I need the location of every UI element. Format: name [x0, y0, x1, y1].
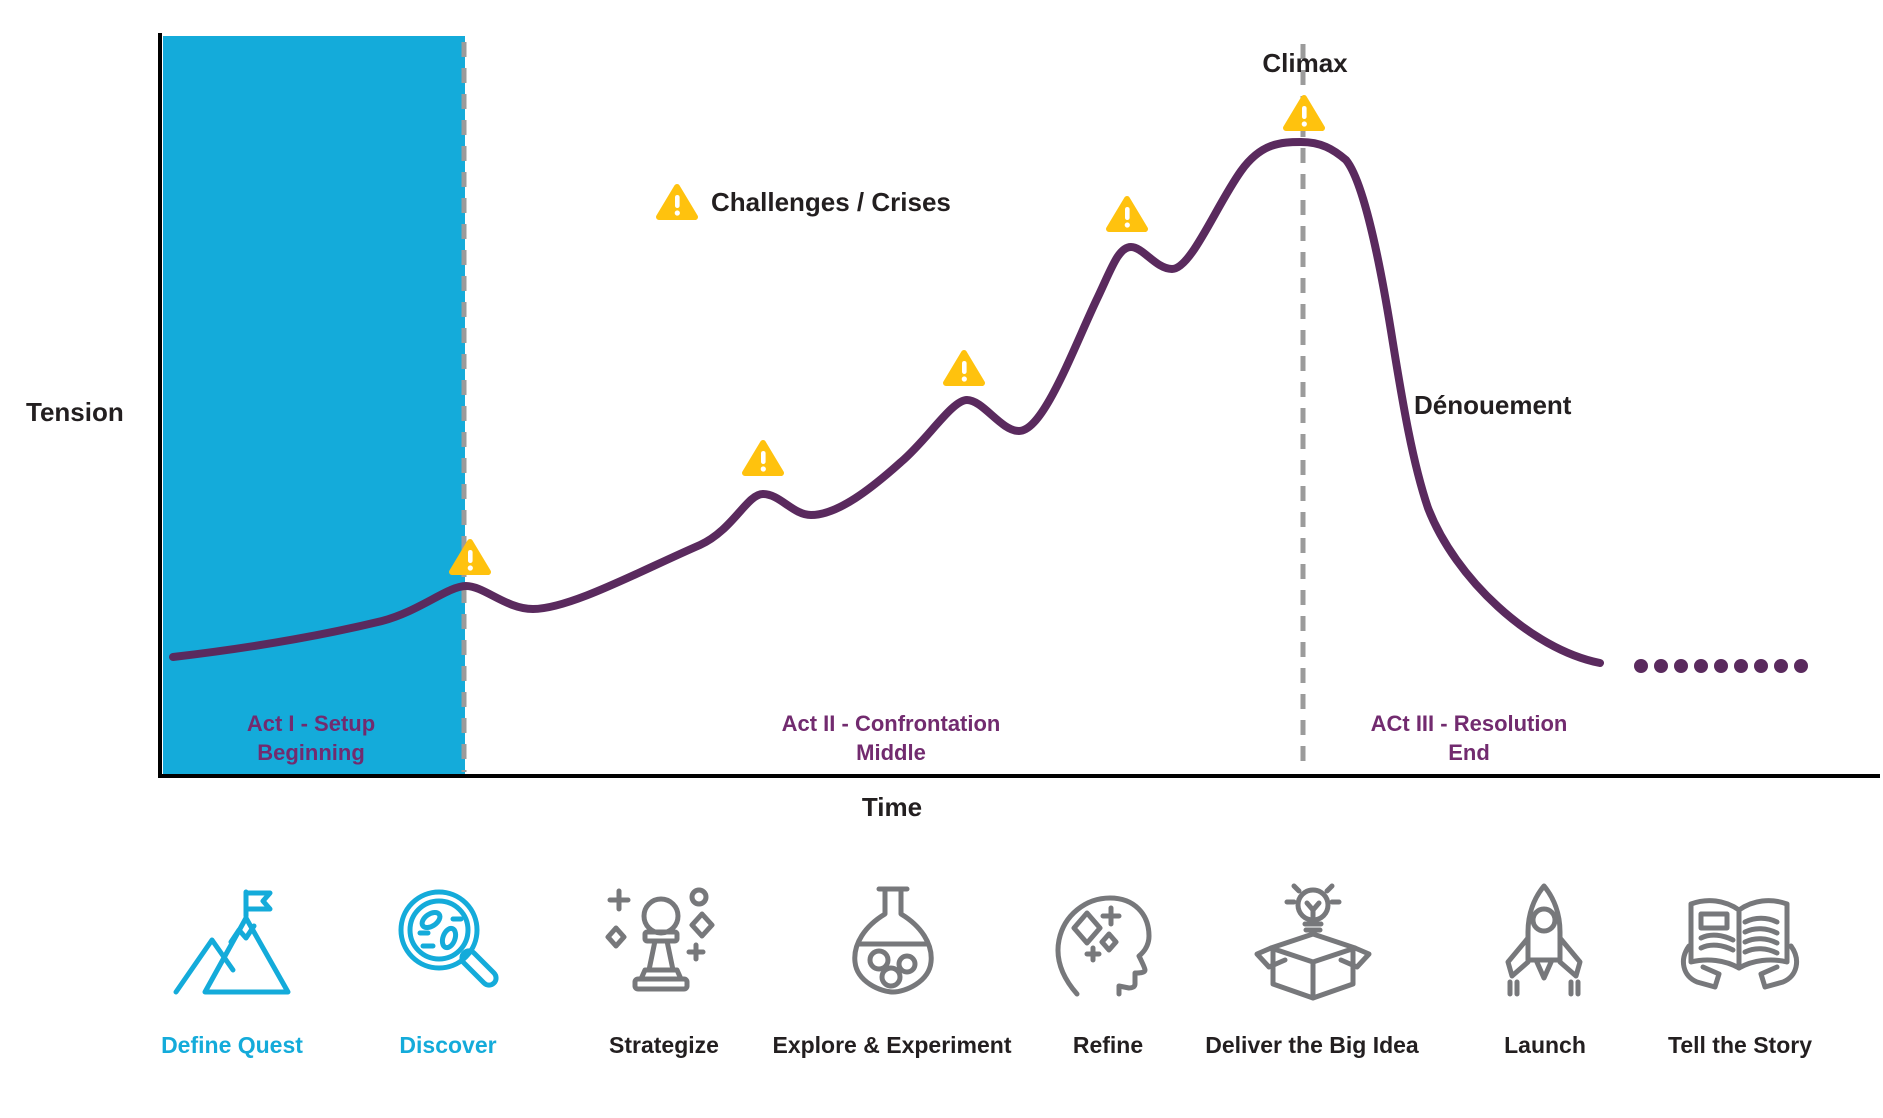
- step-label: Discover: [399, 1032, 497, 1058]
- warning-triangle-icon: [449, 539, 491, 575]
- step-label: Launch: [1504, 1032, 1586, 1058]
- legend-marker: [655, 182, 699, 222]
- step-explore-experiment: Explore & Experiment: [762, 878, 1022, 1059]
- climax-label: Climax: [1262, 48, 1348, 78]
- act1-label-line1: Act I - Setup: [246, 711, 376, 736]
- crisis-marker-1: [448, 537, 492, 577]
- step-label: Explore & Experiment: [772, 1032, 1012, 1058]
- warning-triangle-icon: [1283, 95, 1325, 131]
- head-sparkles-icon: [1043, 878, 1173, 1010]
- crisis-marker-3: [942, 348, 986, 388]
- step-label: Refine: [1072, 1032, 1144, 1058]
- step-label: Tell the Story: [1668, 1032, 1812, 1058]
- step-tell-the-story: Tell the Story: [1610, 878, 1870, 1059]
- act3-label: ACt III - Resolution End: [1318, 709, 1620, 767]
- chess-pawn-icon: [599, 878, 729, 1010]
- legend-label: Challenges / Crises: [711, 186, 951, 217]
- legend: Challenges / Crises: [655, 182, 951, 222]
- step-label: Deliver the Big Idea: [1205, 1032, 1419, 1058]
- warning-triangle-icon: [656, 184, 698, 220]
- act2-label: Act II - Confrontation Middle: [740, 709, 1042, 767]
- crisis-marker-climax: [1282, 93, 1326, 133]
- box-lightbulb-icon: [1247, 878, 1377, 1010]
- book-hands-icon: [1675, 878, 1805, 1010]
- warning-triangle-icon: [742, 440, 784, 476]
- act1-highlight-region: [163, 36, 465, 774]
- mountain-flag-icon: [167, 878, 297, 1010]
- crisis-marker-2: [741, 438, 785, 478]
- step-label: Strategize: [609, 1032, 719, 1058]
- crisis-marker-4: [1105, 194, 1149, 234]
- warning-triangle-icon: [1106, 196, 1148, 232]
- warning-triangle-icon: [943, 350, 985, 386]
- act3-label-line2: End: [1448, 740, 1490, 765]
- act3-label-line1: ACt III - Resolution: [1370, 711, 1568, 736]
- step-launch: Launch: [1415, 878, 1675, 1059]
- denouement-label: Dénouement: [1414, 390, 1572, 420]
- act2-label-line2: Middle: [856, 740, 926, 765]
- act1-label: Act I - Setup Beginning: [160, 709, 462, 767]
- step-discover: Discover: [318, 878, 578, 1059]
- step-label: Define Quest: [161, 1032, 303, 1058]
- x-axis-label: Time: [861, 792, 923, 822]
- step-deliver-big-idea: Deliver the Big Idea: [1182, 878, 1442, 1059]
- act1-label-line2: Beginning: [257, 740, 365, 765]
- step-define-quest: Define Quest: [102, 878, 362, 1059]
- tension-curve: [169, 138, 1604, 667]
- flask-icon: [827, 878, 957, 1010]
- y-axis-label: Tension: [26, 397, 124, 427]
- act2-label-line1: Act II - Confrontation: [781, 711, 1001, 736]
- step-refine: Refine: [978, 878, 1238, 1059]
- step-strategize: Strategize: [534, 878, 794, 1059]
- magnifier-cells-icon: [383, 878, 513, 1010]
- rocket-icon: [1480, 878, 1610, 1010]
- trailing-dots: [1634, 659, 1808, 673]
